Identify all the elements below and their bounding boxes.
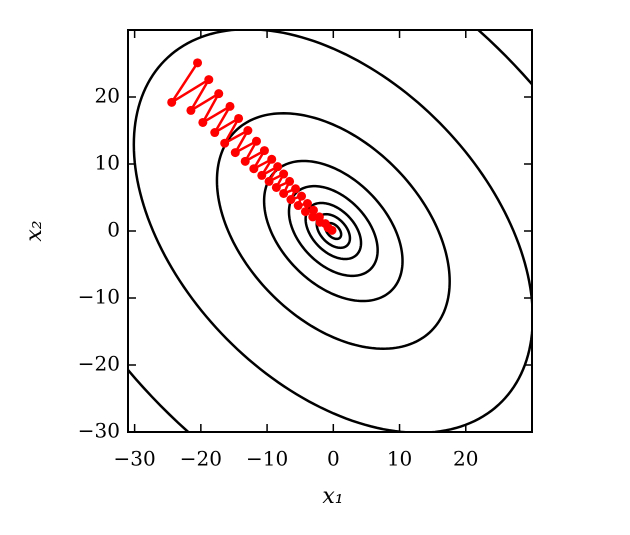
descent-point	[259, 146, 269, 156]
descent-point	[279, 169, 289, 179]
descent-point	[186, 105, 196, 115]
descent-point	[243, 126, 253, 135]
descent-point	[204, 75, 214, 85]
x-tick-label: 20	[453, 447, 478, 471]
descent-point	[210, 128, 220, 138]
x-tick-label: −30	[114, 447, 156, 471]
descent-point	[273, 162, 283, 172]
x-tick-label: −20	[180, 447, 222, 471]
contour	[215, 112, 451, 350]
y-tick-label: −10	[78, 285, 120, 309]
descent-point	[249, 164, 259, 174]
descent-point	[327, 225, 337, 235]
descent-point	[293, 201, 303, 211]
y-tick-label: 0	[107, 218, 120, 242]
x-tick-label: 0	[327, 447, 340, 471]
descent-point	[279, 188, 289, 198]
x-tick-label: 10	[387, 447, 412, 471]
y-axis-label: x₂	[22, 220, 47, 241]
descent-point	[193, 58, 203, 68]
x-axis-label: x₁	[322, 484, 343, 509]
descent-point	[234, 113, 244, 123]
descent-point	[198, 117, 208, 127]
descent-point	[264, 176, 274, 186]
descent-point	[286, 195, 296, 205]
descent-point	[220, 138, 230, 148]
contour	[315, 212, 352, 250]
x-tick-label: −10	[246, 447, 288, 471]
descent-point	[302, 199, 312, 209]
contour	[262, 159, 404, 303]
descent-point	[225, 101, 235, 111]
descent-point	[308, 212, 318, 222]
descent-point	[167, 97, 177, 107]
descent-point	[257, 170, 267, 180]
contour	[132, 30, 532, 432]
descent-point	[271, 182, 281, 192]
descent-point	[291, 184, 301, 194]
contour	[287, 184, 379, 278]
descent-point	[267, 154, 277, 164]
descent-point	[251, 136, 261, 146]
y-tick-label: 10	[95, 151, 120, 175]
y-tick-label: 20	[95, 84, 120, 108]
descent-point	[297, 191, 307, 201]
y-tick-label: −30	[78, 419, 120, 443]
descent-point	[240, 156, 250, 166]
descent-point	[285, 176, 295, 186]
descent-point	[214, 89, 224, 99]
descent-point	[230, 148, 240, 158]
descent-point	[300, 207, 310, 217]
contour	[304, 201, 363, 261]
plot-area	[128, 30, 532, 432]
descent-point	[308, 205, 318, 215]
contour	[128, 30, 532, 432]
y-tick-label: −20	[78, 352, 120, 376]
